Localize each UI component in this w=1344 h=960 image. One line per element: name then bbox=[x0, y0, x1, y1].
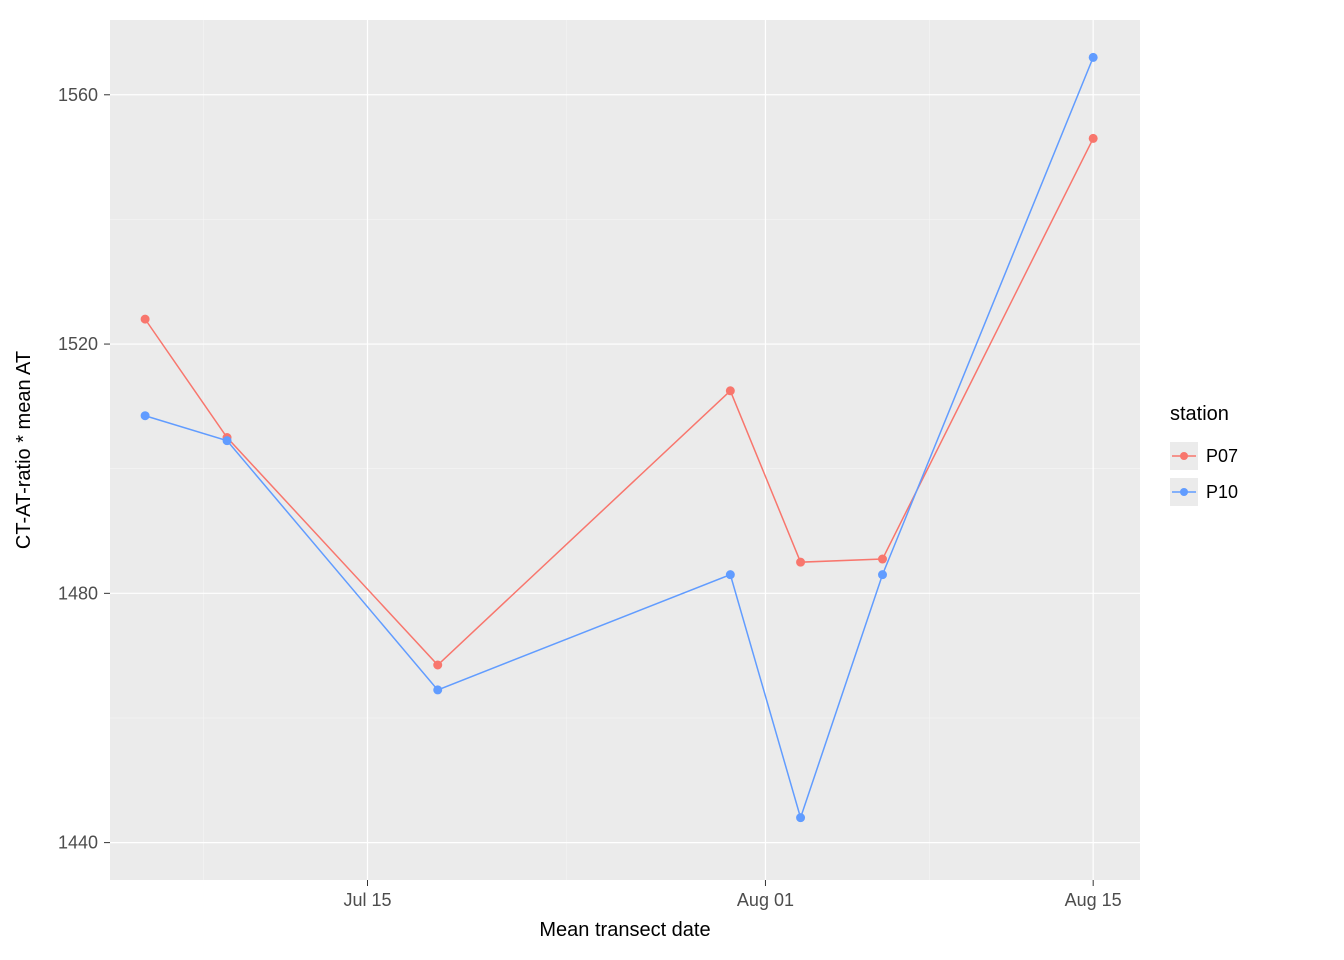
y-tick-label: 1480 bbox=[58, 583, 98, 603]
series-point-P10 bbox=[223, 437, 231, 445]
series-point-P07 bbox=[434, 661, 442, 669]
line-chart: Jul 15 Aug 01 Aug 15 1440 1480 1520 1560 Mean t… bbox=[0, 0, 1344, 960]
y-tick-label: 1520 bbox=[58, 334, 98, 354]
x-tick-label: Jul 15 bbox=[343, 890, 391, 910]
series-point-P07 bbox=[726, 387, 734, 395]
series-point-P10 bbox=[141, 412, 149, 420]
legend-key-point bbox=[1180, 452, 1188, 460]
legend-label: P07 bbox=[1206, 446, 1238, 466]
series-point-P07 bbox=[1089, 134, 1097, 142]
plot-panel bbox=[110, 20, 1140, 880]
series-point-P10 bbox=[1089, 53, 1097, 61]
series-point-P07 bbox=[879, 555, 887, 563]
x-tick-label: Aug 15 bbox=[1065, 890, 1122, 910]
series-point-P07 bbox=[141, 315, 149, 323]
series-point-P10 bbox=[797, 814, 805, 822]
series-point-P07 bbox=[797, 558, 805, 566]
series-point-P10 bbox=[879, 571, 887, 579]
series-point-P10 bbox=[726, 571, 734, 579]
legend-title: station bbox=[1170, 403, 1229, 425]
x-tick-label: Aug 01 bbox=[737, 890, 794, 910]
legend-key-point bbox=[1180, 488, 1188, 496]
y-tick-label: 1560 bbox=[58, 85, 98, 105]
y-tick-label: 1440 bbox=[58, 833, 98, 853]
chart-container: Jul 15 Aug 01 Aug 15 1440 1480 1520 1560 Mean t… bbox=[0, 0, 1344, 960]
legend-label: P10 bbox=[1206, 482, 1238, 502]
y-axis-title: CT-AT-ratio * mean AT bbox=[13, 351, 35, 549]
series-point-P10 bbox=[434, 686, 442, 694]
x-axis-title: Mean transect date bbox=[539, 919, 710, 941]
